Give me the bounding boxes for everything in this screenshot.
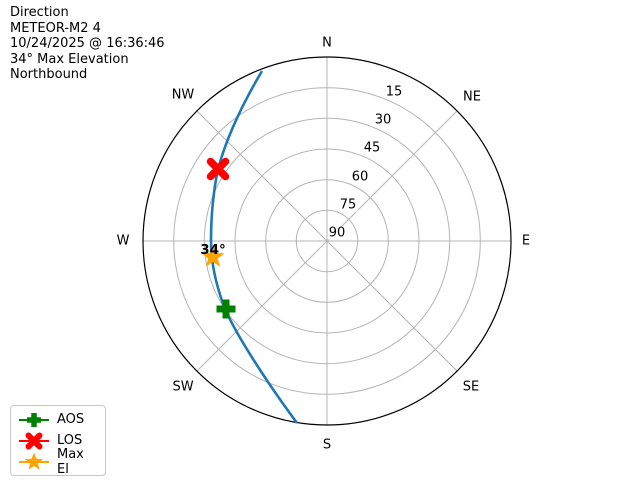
max-el-annotation: 34° xyxy=(200,242,226,258)
chart-title: Direction xyxy=(10,5,69,20)
compass-label-ne: NE xyxy=(463,89,481,105)
legend: AOS LOS Max El xyxy=(10,405,106,477)
satellite-name: METEOR-M2 4 xyxy=(10,20,101,36)
x-icon xyxy=(206,157,230,181)
pass-track-line xyxy=(209,70,299,424)
elevation-tick-90: 90 xyxy=(327,225,347,241)
elevation-tick-75: 75 xyxy=(338,197,358,213)
legend-label-aos: AOS xyxy=(57,412,85,427)
compass-label-w: W xyxy=(116,233,130,249)
aos-legend-key xyxy=(19,412,49,427)
aos-marker xyxy=(216,299,236,319)
x-icon xyxy=(25,432,43,449)
compass-label-n: N xyxy=(322,35,332,51)
compass-label-nw: NW xyxy=(171,87,195,103)
legend-row-maxel: Max El xyxy=(17,447,99,477)
chart-header: Direction METEOR-M2 4 10/24/2025 @ 16:36… xyxy=(10,5,165,83)
legend-label-los: LOS xyxy=(57,433,83,448)
compass-label-sw: SW xyxy=(172,379,194,395)
spoke-nw-se xyxy=(196,110,458,372)
legend-label-maxel: Max El xyxy=(57,446,84,477)
legend-row-aos: AOS xyxy=(17,409,99,430)
horizon-circle xyxy=(142,56,512,426)
star-icon xyxy=(24,452,44,470)
azimuth-spokes xyxy=(143,57,511,425)
star-icon xyxy=(201,245,225,267)
pass-timestamp: 10/24/2025 @ 16:36:46 xyxy=(10,36,165,51)
max-el-marker xyxy=(201,245,225,267)
compass-label-s: S xyxy=(322,437,332,453)
compass-label-se: SE xyxy=(462,379,480,395)
pass-heading-text: Northbound xyxy=(10,67,88,82)
legend-row-los: LOS xyxy=(17,430,99,451)
elevation-tick-45: 45 xyxy=(362,140,382,156)
elevation-tick-30: 30 xyxy=(373,112,393,128)
los-legend-key xyxy=(19,432,49,449)
plus-icon xyxy=(216,299,236,319)
plus-icon xyxy=(27,412,41,427)
los-marker xyxy=(206,157,230,181)
max-el-legend-key xyxy=(19,452,49,470)
elevation-tick-15: 15 xyxy=(384,84,404,100)
compass-label-e: E xyxy=(521,233,531,249)
elevation-tick-60: 60 xyxy=(350,169,370,185)
max-elevation-text: 34° Max Elevation xyxy=(10,51,129,67)
